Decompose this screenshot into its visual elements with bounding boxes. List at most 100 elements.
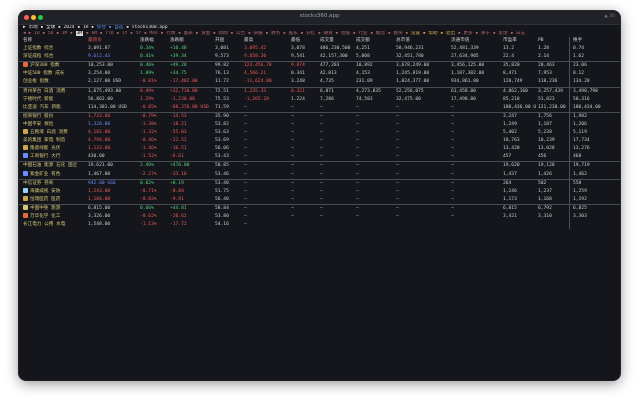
menu-settings[interactable]: 设置 ▪ 帮助 ▪ 退出	[410, 31, 456, 36]
table-row[interactable]: 深证成指 综合 9,612.43 0.41% +39.34 9,573 9,658.20 9…	[19, 53, 620, 61]
menu-selected[interactable]: 3M	[75, 31, 84, 36]
column-header[interactable]: 开盘	[215, 38, 225, 43]
column-header[interactable]: 最高	[244, 38, 254, 43]
table-row[interactable]: 沪深300 指数 10,253.00 0.46% +49.28 99.82 123,456…	[19, 61, 620, 70]
row-icon	[23, 129, 28, 135]
column-header[interactable]: 成交量	[320, 38, 334, 43]
table-row[interactable]: 创业板 指数 2,127.00 USD -0.81% -17,482.00 11.72 -…	[19, 78, 620, 86]
table-row[interactable]: 美的集团 家电 制造 4,794.00 -0.46% -22.52 53.69 – – – – –…	[19, 137, 620, 145]
column-header[interactable]: 最低	[291, 38, 301, 43]
table-cell: 5,119	[573, 130, 587, 136]
column-header[interactable]: 市盈率	[503, 38, 517, 43]
table-cell: 19,621.00	[88, 163, 113, 169]
table-row[interactable]: 中证500 指数 成长 3,254.00 1.09% +34.75 76.13 4,566…	[19, 70, 620, 78]
table-row[interactable]: 长江电力 公用 水电 1,548.00 -1.13% -17.72 54.16 –	[19, 221, 620, 229]
table-row[interactable]: 工商银行 大行 430.00 -1.52% -6.61 53.43 – – – – – – 457 45…	[19, 153, 620, 161]
table-cell: 180,436.00 USD	[503, 104, 536, 110]
row-name[interactable]: 上证指数 综合	[23, 45, 85, 53]
row-name[interactable]: 五粮液 白酒 消费	[23, 129, 85, 137]
menu-mid[interactable]: ▪ 6M ▪ YTD ▪ 1Y ▪ 5Y ▪ MAX ▪ 行情 ▪ 图表 ▪ 资…	[85, 31, 409, 36]
table-cell: –	[396, 163, 399, 169]
row-name[interactable]: 中国中免 旅游	[23, 204, 85, 213]
table-cell: 6,871	[320, 88, 334, 94]
table-cell: 53.43	[215, 154, 229, 160]
table-row[interactable]: 招商银行 股份 1,733.60 -0.79% -14.53 35.90 – – – – – – 3,…	[19, 111, 620, 121]
row-name[interactable]: 宁德时代 新能	[23, 96, 85, 104]
row-name[interactable]: 美的集团 家电 制造	[23, 137, 85, 145]
row-name[interactable]: 比亚迪 汽车 新能	[23, 104, 85, 112]
table-row[interactable]: 中国石油 能源 石化 国企 19,621.00 2.40% +470.00 50.85 –…	[19, 161, 620, 170]
menu-pre[interactable]: ◀ ▶ 1D ▪ 5D ▪ 1M ▪	[23, 31, 73, 36]
table-cell: –	[244, 180, 247, 186]
column-header[interactable]: 换手	[573, 38, 583, 43]
table-cell: 1,426	[538, 171, 552, 177]
table-cell: –	[244, 154, 247, 160]
row-name-text: 万华化学 化工	[30, 213, 61, 219]
table-cell: –	[396, 180, 399, 186]
column-header[interactable]: 最新价	[88, 38, 102, 43]
table-cell: 56,862.00	[88, 96, 113, 102]
table-row[interactable]: 中国平安 保险 1,320.00 -1.38% -18.21 53.82 – – – – – – 1,…	[19, 121, 620, 129]
table-row[interactable]: 中国中免 旅游 6,815.00 0.66% +44.81 58.84 – – – – – – 6,8…	[19, 203, 620, 213]
row-name[interactable]: 紫金矿业 有色	[23, 170, 85, 179]
table-cell: +34.75	[170, 71, 187, 77]
zoom-window-button[interactable]	[38, 15, 43, 20]
row-name[interactable]: 工商银行 大行	[23, 153, 85, 161]
table-cell: 17,734	[573, 138, 590, 144]
table-row[interactable]: 恒瑞医药 医药 1,184.00 -0.83% -9.91 56.40 – – – – – – 1,1…	[19, 195, 620, 204]
table-row[interactable]: 万华化学 化工 3,326.00 -0.62% -20.62 53.80 – – – – – – 3,…	[19, 212, 620, 221]
window-title: stocks360.app	[299, 13, 340, 19]
row-name[interactable]: 深证成指 综合	[23, 53, 85, 61]
terminal-window: stocks360.app ▲ 30 ▶ 市场 ▪ 全球 ▪ 2024 ▪ 1H…	[19, 11, 620, 380]
table-row[interactable]: 宁德时代 新能 56,862.00 1.29% -1,230.00 75.53 -1,26…	[19, 96, 620, 104]
row-name[interactable]: 万华化学 化工	[23, 212, 85, 221]
table-cell: 3.248	[291, 79, 305, 85]
row-name[interactable]: 中证500 指数 成长	[23, 70, 85, 78]
table-row[interactable]: 隆基绿能 光伏 1,133.00 -1.46% -16.51 56.06 – – – – – – 13…	[19, 145, 620, 153]
table-row[interactable]: 贵州茅台 白酒 消费 1,675,493.00 0.49% +32,718.00 72.…	[19, 86, 620, 96]
row-name[interactable]: 中国平安 保险	[23, 121, 85, 129]
table-cell: 1,168	[538, 196, 552, 202]
row-name[interactable]: 中信证券 券商	[23, 180, 85, 188]
table-cell: 32,475.00	[396, 96, 421, 102]
row-name[interactable]: 创业板 指数	[23, 78, 85, 86]
close-window-button[interactable]	[24, 15, 29, 20]
table-cell: -18.21	[170, 121, 187, 127]
table-row[interactable]: 比亚迪 汽车 新能 114,381.00 USD -0.05% -68,276.00 …	[19, 104, 620, 112]
column-header[interactable]: 流通市值	[451, 38, 470, 43]
table-cell: –	[320, 205, 323, 211]
table-row[interactable]: 上证指数 综合 3,091.87 0.34% +10.48 3,081 3,095.42 3…	[19, 45, 620, 53]
menu-tail[interactable]: ▪ 更多 ▪ 关于 ▪ 反馈 ▪ 日志	[457, 31, 526, 36]
column-header[interactable]: 总市值	[396, 38, 410, 43]
row-name[interactable]: 贵州茅台 白酒 消费	[23, 88, 85, 96]
column-header[interactable]: 名称	[23, 38, 33, 43]
column-header[interactable]: 涨跌额	[170, 38, 184, 43]
table-row[interactable]: 海康威视 安防 1,243.00 -0.71% -8.84 51.75 – – – – – – 1,2…	[19, 187, 620, 196]
table-cell: -14.53	[170, 113, 187, 119]
row-name[interactable]: 中国石油 能源 石化 国企	[23, 162, 85, 170]
column-header[interactable]: PB	[538, 38, 544, 43]
row-name[interactable]: 招商银行 股份	[23, 113, 85, 121]
row-name[interactable]: 长江电力 公用 水电	[23, 221, 85, 229]
table-row[interactable]: 紫金矿业 有色 1,467.00 -2.27% -33.18 53.46 – – – – – – 1,…	[19, 170, 620, 179]
table-row[interactable]: 五粮液 白酒 消费 4,182.00 -1.32% -55.03 53.63 – – – – – –…	[19, 129, 620, 137]
table-cell: –	[396, 213, 399, 219]
minimize-window-button[interactable]	[31, 15, 36, 20]
column-header[interactable]: 成交额	[356, 38, 370, 43]
table-cell: –	[396, 146, 399, 152]
status-accent[interactable]: 综合 ▪ 自选	[96, 25, 124, 30]
row-name-text: 招商银行 股份	[23, 113, 54, 119]
column-header[interactable]: 涨跌幅	[140, 38, 154, 43]
table-cell: 456	[538, 154, 547, 160]
table-cell: -0.46%	[140, 138, 157, 144]
table-row[interactable]: 中信证券 券商 942.00 USD 0.02% +0.19 53.40 – – – – – – 26…	[19, 178, 620, 188]
table-cell: –	[396, 205, 399, 211]
table-cell: –	[356, 130, 359, 136]
table-cell: 35,820	[503, 63, 520, 69]
table-cell: +10.48	[170, 46, 187, 52]
row-name[interactable]: 沪深300 指数	[23, 62, 85, 70]
table-cell: –	[291, 138, 294, 144]
row-name[interactable]: 恒瑞医药 医药	[23, 195, 85, 204]
row-name[interactable]: 海康威视 安防	[23, 187, 85, 196]
row-name[interactable]: 隆基绿能 光伏	[23, 145, 85, 153]
